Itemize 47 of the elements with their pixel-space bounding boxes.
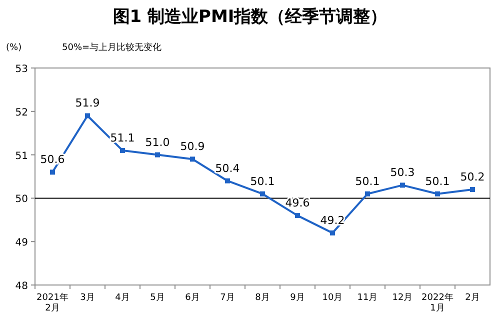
x-tick-label: 3月 (80, 293, 95, 303)
x-tick-label: 4月 (115, 293, 130, 303)
y-tick-label: 51 (15, 150, 28, 162)
point (155, 152, 160, 158)
point (295, 213, 300, 218)
y-tick-label: 48 (15, 281, 28, 292)
x-tick-label: 2021年 2月 (36, 292, 68, 314)
point (190, 156, 195, 162)
data-label: 49.2 (320, 214, 345, 227)
data-label: 51.9 (75, 96, 100, 110)
point (365, 191, 370, 196)
x-tick-label: 12月 (392, 293, 413, 303)
point (260, 191, 265, 196)
point (470, 187, 475, 192)
data-label: 50.4 (215, 162, 240, 175)
point (85, 113, 90, 118)
x-tick-label: 11月 (357, 293, 378, 303)
point (120, 148, 125, 153)
data-label: 50.1 (250, 174, 275, 188)
y-tick-label: 50 (15, 194, 28, 206)
x-tick-label: 8月 (255, 293, 270, 303)
chart-title: 图1 制造业PMI指数（经季节调整） (112, 7, 388, 27)
x-tick-label: 5月 (150, 293, 165, 303)
data-label: 50.1 (355, 174, 380, 188)
point (330, 230, 335, 236)
data-label: 50.9 (180, 140, 205, 154)
text: 50%=与上月比较无变化 (62, 42, 162, 53)
y-tick-label: 49 (15, 238, 28, 249)
point (225, 178, 230, 184)
data-label: 50.1 (425, 174, 450, 188)
data-label: 50.2 (460, 170, 485, 184)
x-tick-label: 7月 (220, 293, 235, 303)
x-tick-label: 2022年 1月 (422, 292, 454, 314)
point (50, 170, 55, 175)
y-tick-label: 52 (15, 107, 28, 118)
data-label: 49.6 (285, 196, 310, 210)
data-label: 51.0 (145, 136, 170, 149)
x-tick-label: 2月 (465, 293, 480, 303)
x-tick-label: 10月 (322, 293, 343, 303)
point (435, 191, 440, 196)
data-label: 50.3 (390, 166, 415, 180)
data-label: 51.1 (110, 131, 135, 144)
x-tick-label: 6月 (185, 293, 200, 303)
x-tick-label: 9月 (290, 293, 305, 303)
y-tick-label: 53 (15, 64, 28, 75)
y-axis-title: (%) (6, 43, 22, 53)
point (400, 182, 405, 188)
